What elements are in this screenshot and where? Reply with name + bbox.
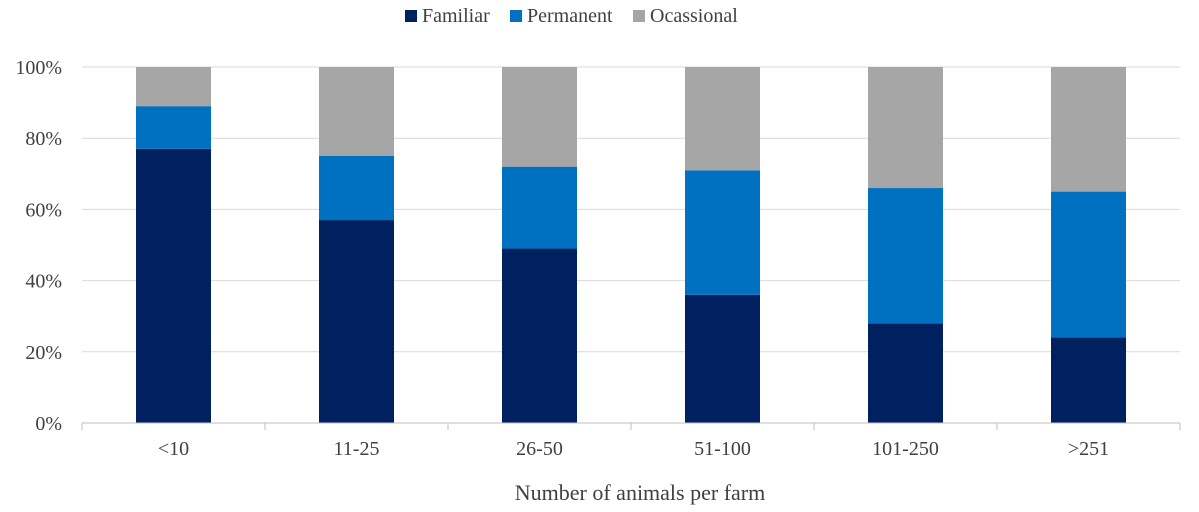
legend-swatch-ocassional [633,10,645,22]
bar-ocassional [868,67,943,189]
legend-swatch-permanent [510,10,522,22]
bar-permanent [502,166,577,249]
bar-familiar [868,323,943,423]
legend-label-permanent: Permanent [527,5,613,27]
bar-familiar [502,248,577,423]
legend-label-ocassional: Ocassional [650,5,738,27]
bar-ocassional [136,67,211,107]
bar-ocassional [319,67,394,156]
bar-permanent [136,106,211,149]
bar-familiar [685,294,760,423]
legend-label-familiar: Familiar [422,5,490,27]
y-tick-label: 0% [35,413,62,435]
y-tick-label: 80% [25,128,62,150]
x-tick-label: 26-50 [516,438,563,460]
bar-permanent [1051,191,1126,338]
bar-permanent [319,156,394,221]
x-axis-title: Number of animals per farm [515,480,765,505]
y-tick-label: 40% [25,271,62,293]
bar-familiar [319,220,394,423]
bar-ocassional [502,67,577,167]
x-tick-label: 101-250 [872,438,939,460]
bar-familiar [136,148,211,423]
y-tick-label: 100% [15,57,62,79]
x-tick-label: 51-100 [694,438,751,460]
x-tick-label: <10 [158,438,189,460]
bar-permanent [868,188,943,324]
legend-swatch-familiar [405,10,417,22]
x-tick-label: >251 [1068,438,1109,460]
bar-ocassional [1051,67,1126,192]
x-axis: <10 11-25 26-50 51-100 101-250 >251 [81,422,1181,460]
bar-familiar [1051,337,1126,423]
legend: Familiar Permanent Ocassional [405,5,738,27]
y-tick-label: 20% [25,342,62,364]
x-tick-label: 11-25 [334,438,380,460]
gridlines [82,66,1180,353]
y-tick-label: 60% [25,199,62,221]
y-axis: 0% 20% 40% 60% 80% 100% [15,57,62,435]
bars [136,67,1126,423]
bar-ocassional [685,67,760,171]
bar-permanent [685,170,760,295]
